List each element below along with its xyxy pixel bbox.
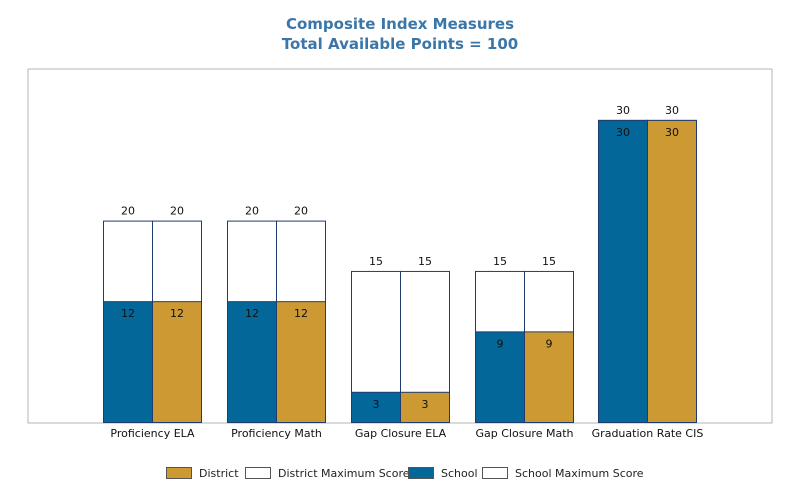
- legend-label-school-max: School Maximum Score: [515, 466, 644, 480]
- data-label-district-max: 20: [294, 205, 308, 218]
- bar-district: [152, 301, 202, 423]
- legend: District District Maximum Score School S…: [0, 464, 800, 482]
- data-label-district: 9: [546, 337, 553, 350]
- bar-district: [524, 331, 574, 423]
- bar-school: [598, 119, 648, 424]
- bar-district: [276, 301, 326, 423]
- legend-swatch-school-max: [482, 467, 508, 479]
- x-tick-label: Proficiency ELA: [110, 427, 195, 440]
- data-label-district: 30: [665, 126, 679, 139]
- data-label-school: 12: [121, 307, 135, 320]
- legend-swatch-school: [408, 467, 434, 479]
- bar-school: [475, 331, 525, 423]
- chart-title: Composite Index Measures: [285, 15, 515, 33]
- bar-school: [351, 391, 401, 424]
- legend-item-school: School: [408, 464, 478, 482]
- legend-label-school: School: [441, 466, 478, 480]
- data-label-school-max: 20: [121, 205, 135, 218]
- bar-district: [647, 119, 697, 424]
- data-label-school-max: 15: [493, 255, 507, 268]
- data-label-district-max: 15: [542, 255, 556, 268]
- data-label-district-max: 30: [665, 104, 679, 117]
- legend-swatch-district-max: [245, 467, 271, 479]
- x-tick-label: Gap Closure ELA: [355, 427, 447, 440]
- data-label-school-max: 15: [369, 255, 383, 268]
- legend-label-district-max: District Maximum Score: [278, 466, 410, 480]
- data-label-school-max: 20: [245, 205, 259, 218]
- data-label-district: 3: [422, 398, 429, 411]
- legend-label-district: District: [199, 466, 239, 480]
- legend-item-school-max: School Maximum Score: [482, 464, 644, 482]
- bar-district: [400, 391, 450, 424]
- legend-swatch-district: [166, 467, 192, 479]
- bar-school: [227, 301, 277, 423]
- data-label-school: 3: [373, 398, 380, 411]
- chart-subtitle: Total Available Points = 100: [281, 35, 519, 53]
- x-tick-label: Gap Closure Math: [476, 427, 574, 440]
- data-label-school: 9: [497, 337, 504, 350]
- x-tick-label: Proficiency Math: [231, 427, 322, 440]
- data-label-school: 12: [245, 307, 259, 320]
- data-label-district-max: 15: [418, 255, 432, 268]
- legend-item-district: District: [166, 464, 239, 482]
- legend-item-district-max: District Maximum Score: [245, 464, 410, 482]
- data-label-school: 30: [616, 126, 630, 139]
- data-label-district: 12: [170, 307, 184, 320]
- data-label-school-max: 30: [616, 104, 630, 117]
- data-label-district: 12: [294, 307, 308, 320]
- x-tick-label: Graduation Rate CIS: [592, 427, 704, 440]
- data-label-district-max: 20: [170, 205, 184, 218]
